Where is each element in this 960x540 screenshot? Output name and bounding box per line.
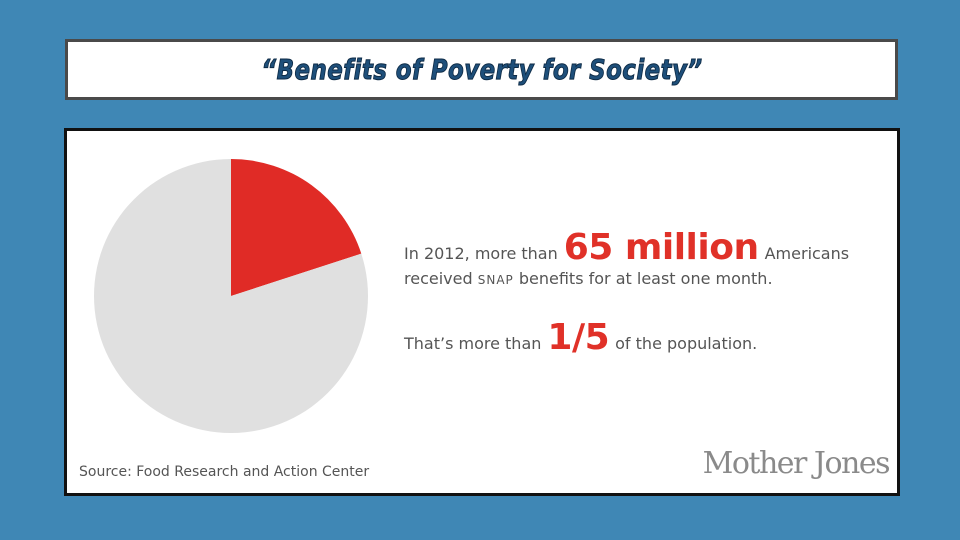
stat-highlight-65-million: 65 million: [563, 227, 759, 268]
pie-slice-snap-recipients: [231, 159, 362, 296]
stat-line-1-prefix: In 2012, more than: [404, 244, 558, 263]
stat-line-1: In 2012, more than 65 million Americans: [404, 227, 849, 268]
stat-highlight-fraction: 1/5: [547, 317, 610, 358]
stat-line-1-suffix: Americans: [764, 244, 850, 263]
pie-slice-rest-of-population: [94, 159, 369, 433]
infographic-panel: In 2012, more than 65 million Americans …: [64, 128, 900, 496]
stat-line-3: That’s more than 1/5 of the population.: [404, 317, 757, 358]
pie-chart: [94, 159, 369, 433]
stat-line-3-suffix: of the population.: [615, 334, 758, 353]
stat-line-2-prefix: received: [404, 269, 473, 288]
stat-line-2: received SNAP benefits for at least one …: [404, 269, 773, 288]
mother-jones-logo: Mother Jones: [702, 446, 891, 481]
slide-title: “Benefits of Poverty for Society”: [260, 53, 703, 87]
stat-line-2-suffix: benefits for at least one month.: [518, 269, 773, 288]
slide-title-box: “Benefits of Poverty for Society”: [65, 39, 898, 100]
snap-label: SNAP: [477, 273, 514, 287]
source-credit: Source: Food Research and Action Center: [79, 464, 370, 480]
stat-line-3-prefix: That’s more than: [404, 334, 542, 353]
